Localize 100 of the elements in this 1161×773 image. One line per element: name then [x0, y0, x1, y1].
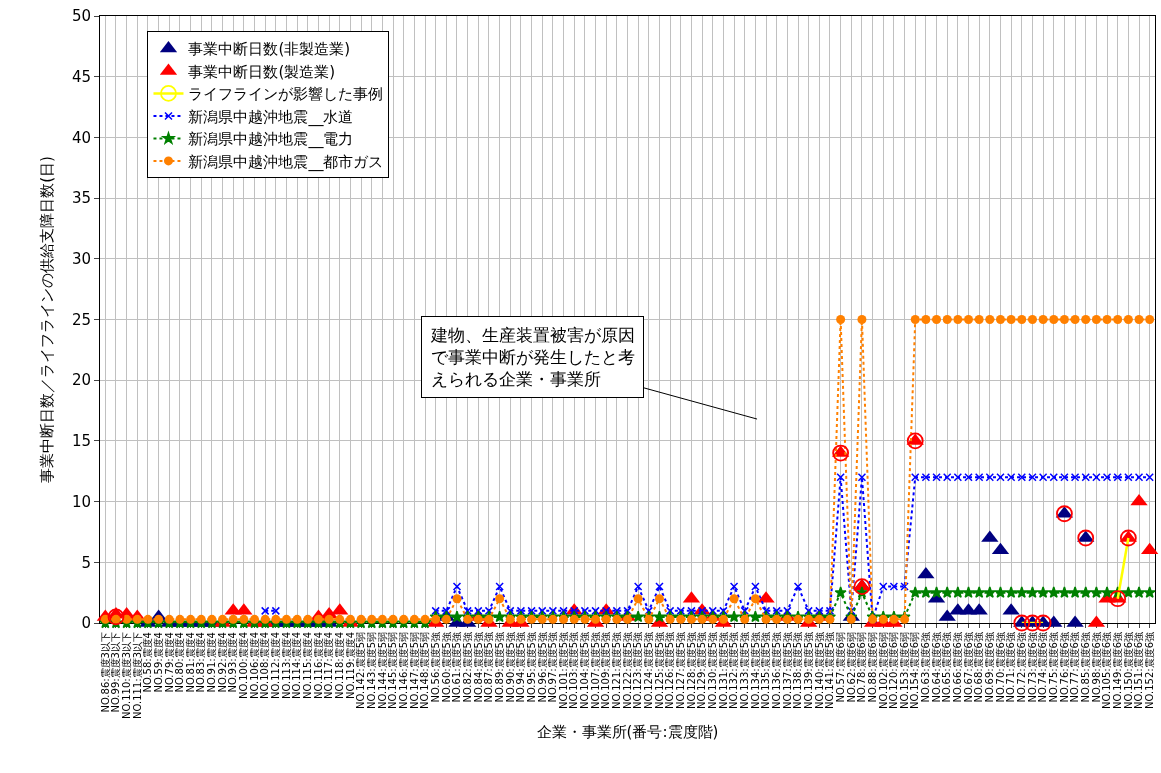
x-tick-label: NO.96:震度5強: [536, 632, 548, 703]
x-tick-label: NO.145:震度5弱: [387, 632, 399, 709]
x-tick-label: NO.74:震度6強: [1037, 632, 1049, 703]
x-tick-label: NO.148:震度5弱: [419, 632, 431, 709]
y-tick-label: 0: [81, 614, 91, 633]
x-tick-label: NO.88:震度6弱: [866, 632, 878, 703]
x-axis-title: 企業・事業所(番号:震度階): [536, 722, 719, 741]
x-tick-label: NO.102:震度6弱: [877, 632, 889, 709]
x-tick-label: NO.56:震度5強: [429, 632, 441, 703]
x-tick-label: NO.114:震度4: [291, 632, 303, 699]
x-tick-label: NO.70:震度6強: [994, 632, 1006, 703]
y-tick-label: 30: [71, 250, 91, 269]
x-tick-label: NO.151:震度6強: [1133, 632, 1145, 709]
x-tick-label: NO.126:震度5強: [664, 632, 676, 709]
x-tick-label: NO.115:震度4: [302, 632, 314, 699]
x-tick-label: NO.87:震度5強: [483, 632, 495, 703]
x-tick-label: NO.64:震度6強: [930, 632, 942, 703]
x-tick-label: NO.79:震度4: [163, 632, 175, 693]
x-tick-label: NO.94:震度5強: [515, 632, 527, 703]
x-tick-label: NO.76:震度6強: [1058, 632, 1070, 703]
x-tick-label: NO.125:震度5強: [653, 632, 665, 709]
x-tick-label: NO.128:震度5強: [685, 632, 697, 709]
x-tick-label: NO.78:震度6弱: [856, 632, 868, 703]
x-tick-label: NO.80:震度4: [174, 632, 186, 693]
x-tick-label: NO.107:震度5強: [589, 632, 601, 709]
legend-label: ライフラインが影響した事例: [188, 85, 384, 104]
x-tick-label: NO.144:震度5弱: [376, 632, 388, 709]
x-tick-label: NO.95:震度5強: [525, 632, 537, 703]
x-tick-label: NO.112:震度4: [270, 632, 282, 699]
x-tick-label: NO.121:震度5強: [611, 632, 623, 709]
x-tick-label: NO.120:震度6弱: [888, 632, 900, 709]
x-tick-label: NO.134:震度5強: [749, 632, 761, 709]
x-tick-label: NO.127:震度5強: [675, 632, 687, 709]
y-tick-label: 35: [71, 189, 91, 208]
x-tick-label: NO.62:震度6弱: [845, 632, 857, 703]
x-tick-label: NO.101:震度5強: [557, 632, 569, 709]
x-tick-label: NO.143:震度5弱: [365, 632, 377, 709]
x-tick-label: NO.116:震度4: [312, 632, 324, 699]
x-tick-label: NO.98:震度6強: [1090, 632, 1102, 703]
x-tick-label: NO.61:震度5強: [451, 632, 463, 703]
legend-label: 新潟県中越沖地震__電力: [188, 130, 354, 150]
y-axis-title: 事業中断日数／ライフラインの供給支障日数(日): [38, 156, 57, 483]
x-tick-label: NO.131:震度5強: [717, 632, 729, 709]
x-tick-label: NO.91:震度4: [206, 632, 218, 693]
x-tick-label: NO.132:震度5強: [728, 632, 740, 709]
y-tick-label: 25: [71, 310, 91, 329]
x-tick-label: NO.92:震度4: [216, 632, 228, 693]
x-tick-label: NO.65:震度6強: [941, 632, 953, 703]
x-tick-label: NO.57:震度6弱: [834, 632, 846, 703]
y-tick-label: 50: [71, 7, 91, 26]
x-tick-label: NO.139:震度5強: [802, 632, 814, 709]
x-tick-label: NO.123:震度5強: [632, 632, 644, 709]
x-tick-label: NO.99:震度3以下: [110, 632, 122, 713]
x-tick-label: NO.136:震度5強: [770, 632, 782, 709]
legend-label: 事業中断日数(非製造業): [188, 40, 351, 59]
x-tick-label: NO.135:震度5強: [760, 632, 772, 709]
x-tick-label: NO.150:震度6強: [1122, 632, 1134, 709]
x-tick-label: NO.72:震度6強: [1016, 632, 1028, 703]
x-tick-label: NO.89:震度5強: [493, 632, 505, 703]
x-tick-label: NO.133:震度5強: [738, 632, 750, 709]
x-tick-label: NO.152:震度6強: [1143, 632, 1155, 709]
x-tick-label: NO.149:震度6強: [1111, 632, 1123, 709]
legend-label: 新潟県中越沖地震__水道: [188, 107, 354, 127]
x-tick-label: NO.81:震度4: [184, 632, 196, 693]
x-tick-label: NO.71:震度6強: [1005, 632, 1017, 703]
x-tick-label: NO.104:震度5強: [579, 632, 591, 709]
x-tick-label: NO.117:震度4: [323, 632, 335, 699]
legend-label: 事業中断日数(製造業): [188, 62, 336, 81]
x-tick-label: NO.119:震度4: [344, 632, 356, 699]
x-tick-label: NO.90:震度5強: [504, 632, 516, 703]
x-tick-label: NO.77:震度6強: [1069, 632, 1081, 703]
x-tick-label: NO.113:震度4: [280, 632, 292, 699]
x-tick-label: NO.137:震度5強: [781, 632, 793, 709]
x-tick-label: NO.66:震度6強: [952, 632, 964, 703]
x-tick-label: NO.138:震度5強: [792, 632, 804, 709]
x-tick-label: NO.84:震度5強: [472, 632, 484, 703]
y-tick-label: 5: [81, 553, 91, 572]
x-tick-label: NO.142:震度5弱: [355, 632, 367, 709]
x-tick-label: NO.103:震度5強: [568, 632, 580, 709]
x-tick-label: NO.93:震度4: [227, 632, 239, 693]
x-tick-label: NO.83:震度4: [195, 632, 207, 693]
x-tick-label: NO.130:震度5強: [707, 632, 718, 709]
x-tick-label: NO.67:震度6強: [962, 632, 974, 703]
y-tick-label: 20: [71, 371, 91, 390]
legend-label: 新潟県中越沖地震__都市ガス: [188, 152, 384, 172]
y-tick-label: 40: [71, 128, 91, 147]
x-tick-label: NO.141:震度5強: [824, 632, 836, 709]
x-tick-label: NO.146:震度5弱: [397, 632, 409, 709]
x-tick-label: NO.86:震度3以下: [99, 632, 111, 713]
x-tick-label: NO.124:震度5強: [643, 632, 655, 709]
x-tick-label: NO.108:震度4: [259, 632, 271, 699]
x-tick-label: NO.69:震度6強: [984, 632, 996, 703]
y-tick-label: 15: [71, 432, 91, 451]
x-tick-label: NO.73:震度6強: [1026, 632, 1038, 703]
x-tick-label: NO.100:震度4: [238, 632, 250, 699]
x-tick-label: NO.75:震度6強: [1048, 632, 1060, 703]
x-tick-label: NO.122:震度5強: [621, 632, 633, 709]
x-tick-label: NO.110:震度3以下: [120, 632, 132, 719]
x-tick-label: NO.153:震度6弱: [898, 632, 910, 709]
annotation: 建物、生産装置被害が原因で事業中断が発生したと考えられる企業・事業所: [430, 325, 635, 390]
